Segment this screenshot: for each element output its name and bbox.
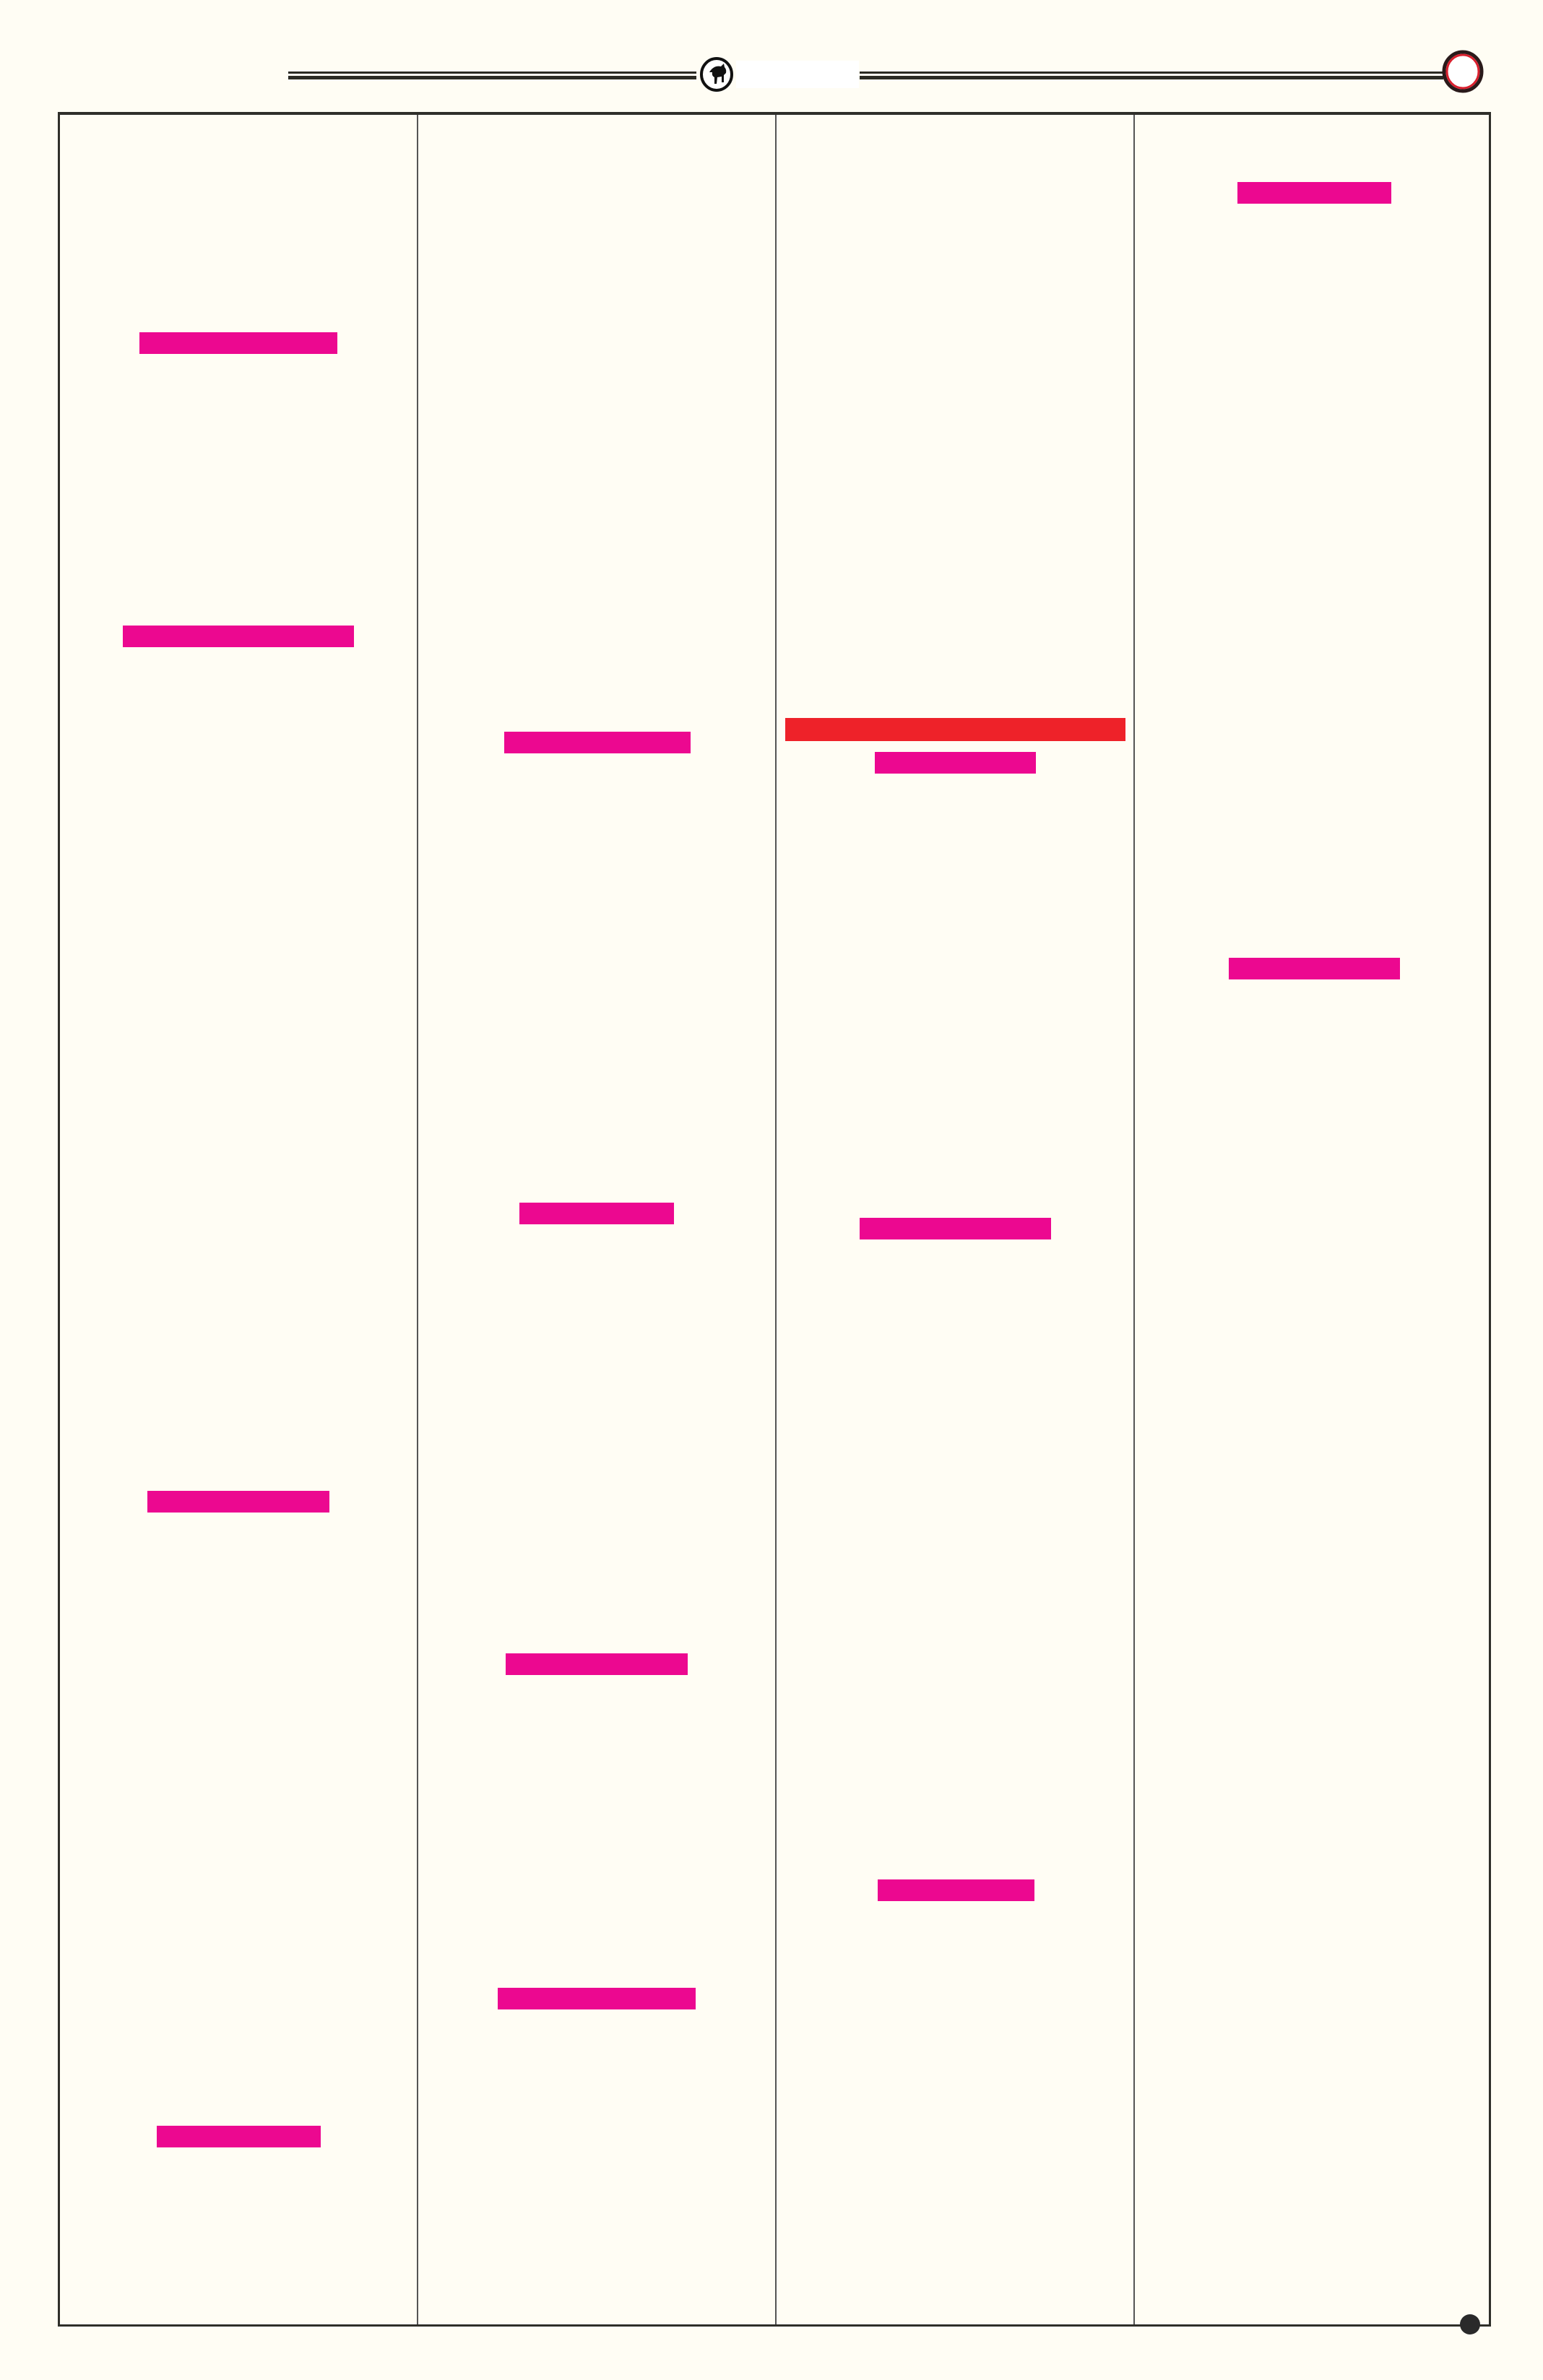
redaction-bar (157, 2126, 321, 2147)
redaction-bar (147, 1491, 329, 1513)
column-divider (417, 115, 418, 2324)
redaction-bar (139, 332, 337, 354)
header-rule-left (288, 72, 696, 79)
redaction-bar (506, 1653, 688, 1675)
redaction-bar (123, 626, 354, 647)
redaction-bar (860, 1218, 1051, 1239)
column-divider (775, 115, 777, 2324)
redaction-bar (1237, 182, 1391, 204)
circle-badge-icon (1441, 49, 1484, 94)
header-rule-right (860, 72, 1443, 79)
page-frame (58, 112, 1491, 2327)
redaction-bar (1229, 958, 1400, 979)
dot-icon (1460, 2314, 1480, 2334)
redaction-bar (498, 1988, 696, 2009)
redaction-bar (875, 752, 1036, 774)
bull-emblem-icon (699, 56, 734, 92)
header-title-blank (736, 61, 859, 88)
redaction-bar (504, 732, 691, 753)
redaction-bar (519, 1203, 674, 1224)
redaction-bar (878, 1879, 1034, 1901)
redaction-bar-red (785, 718, 1125, 741)
column-divider (1133, 115, 1135, 2324)
